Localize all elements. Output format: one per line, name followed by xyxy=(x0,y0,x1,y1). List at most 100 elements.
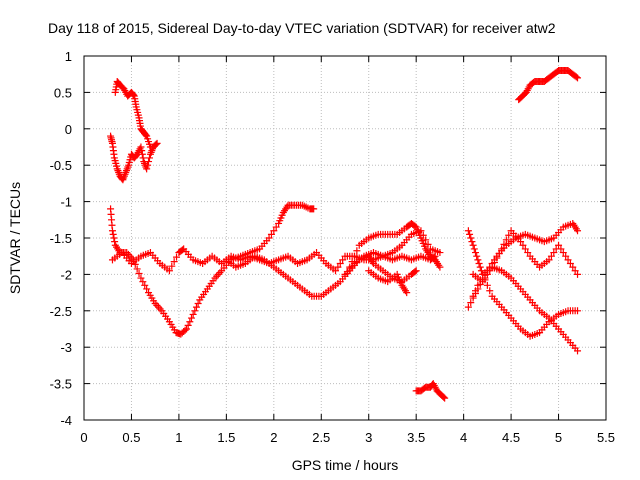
data-point xyxy=(214,270,222,278)
chart-title: Day 118 of 2015, Sidereal Day-to-day VTE… xyxy=(48,20,556,36)
data-point xyxy=(183,325,191,333)
data-point xyxy=(495,249,503,257)
data-point xyxy=(138,150,146,158)
data-points xyxy=(107,67,582,402)
y-tick-label: -4 xyxy=(60,413,72,428)
data-point xyxy=(191,307,199,315)
data-point xyxy=(192,303,200,311)
series-cluster-3 xyxy=(365,267,411,297)
data-point xyxy=(124,250,132,258)
data-point xyxy=(483,281,491,289)
data-point xyxy=(412,267,420,275)
data-point xyxy=(270,227,278,235)
data-point xyxy=(144,161,152,169)
data-point xyxy=(170,258,178,266)
data-point xyxy=(476,276,484,284)
data-point xyxy=(555,241,563,249)
data-point xyxy=(133,265,141,273)
data-point xyxy=(403,289,411,297)
data-point xyxy=(436,249,444,257)
data-point xyxy=(545,256,553,264)
data-point xyxy=(519,241,527,249)
series-late-upper xyxy=(515,67,582,104)
series-early-upper-1 xyxy=(111,77,154,151)
y-tick-label: 0 xyxy=(65,122,72,137)
data-point xyxy=(574,307,582,315)
data-point xyxy=(574,74,582,82)
data-point xyxy=(155,303,163,311)
data-point xyxy=(173,253,181,261)
data-point xyxy=(111,238,119,246)
data-point xyxy=(472,249,479,257)
data-point xyxy=(272,223,280,231)
x-axis-title: GPS time / hours xyxy=(292,457,399,473)
data-point xyxy=(130,91,138,99)
data-point xyxy=(267,230,275,238)
data-point xyxy=(564,256,572,264)
data-point xyxy=(524,249,532,257)
data-point xyxy=(152,140,160,148)
y-tick-label: -2.5 xyxy=(50,304,72,319)
data-point xyxy=(562,252,570,260)
series-descent-to-min xyxy=(107,201,318,338)
data-point xyxy=(339,256,347,264)
data-point xyxy=(138,147,146,155)
data-point xyxy=(493,254,501,262)
data-point xyxy=(417,227,425,235)
data-point xyxy=(574,270,582,278)
data-point xyxy=(500,240,508,248)
data-point xyxy=(332,267,340,275)
data-point xyxy=(572,73,580,81)
y-axis-title: SDTVAR / TECUs xyxy=(7,182,23,294)
series-late-2 xyxy=(464,219,582,311)
data-point xyxy=(569,263,577,271)
data-point xyxy=(216,269,224,277)
series-wave-band-2 xyxy=(222,252,420,300)
x-tick-label: 3 xyxy=(365,430,372,445)
data-point xyxy=(145,154,153,162)
data-point xyxy=(474,256,482,264)
data-point xyxy=(336,259,344,267)
data-point xyxy=(137,143,145,151)
data-point xyxy=(424,240,432,248)
data-point xyxy=(141,281,149,289)
series-late-4 xyxy=(469,263,582,355)
data-point xyxy=(419,231,427,239)
x-ticks: 0 0.5 1 1.5 2 2.5 3 3.5 4 4.5 5 5.5 xyxy=(80,56,615,445)
x-tick-label: 1.5 xyxy=(217,430,235,445)
data-point xyxy=(469,292,477,300)
data-point xyxy=(475,259,483,267)
y-tick-label: 1 xyxy=(65,49,72,64)
data-point xyxy=(411,268,419,276)
data-point xyxy=(474,281,482,289)
data-point xyxy=(178,246,186,254)
data-point xyxy=(498,245,506,253)
data-point xyxy=(137,274,145,282)
data-point xyxy=(466,230,474,238)
data-point xyxy=(477,267,485,275)
data-point xyxy=(143,285,151,293)
data-point xyxy=(194,300,202,308)
data-point xyxy=(165,267,173,275)
series-low-isolated xyxy=(412,380,449,402)
data-point xyxy=(473,252,481,260)
data-point xyxy=(334,263,342,271)
grid xyxy=(84,56,606,420)
data-point xyxy=(310,205,318,213)
data-point xyxy=(109,230,117,238)
data-point xyxy=(353,247,361,255)
data-point xyxy=(142,131,150,139)
series-early-upper-2 xyxy=(107,132,161,184)
y-ticks: 1 0.5 0 -0.5 -1 -1.5 -2 -2.5 -3 -3.5 -4 xyxy=(50,49,606,428)
x-tick-label: 0 xyxy=(80,430,87,445)
data-point xyxy=(557,245,565,253)
y-tick-label: -1.5 xyxy=(50,231,72,246)
y-tick-label: -2 xyxy=(60,267,72,282)
data-point xyxy=(574,347,582,355)
data-point xyxy=(411,222,419,230)
data-point xyxy=(470,245,478,253)
y-tick-label: -1 xyxy=(60,195,72,210)
data-point xyxy=(153,139,161,147)
data-point xyxy=(566,259,574,267)
